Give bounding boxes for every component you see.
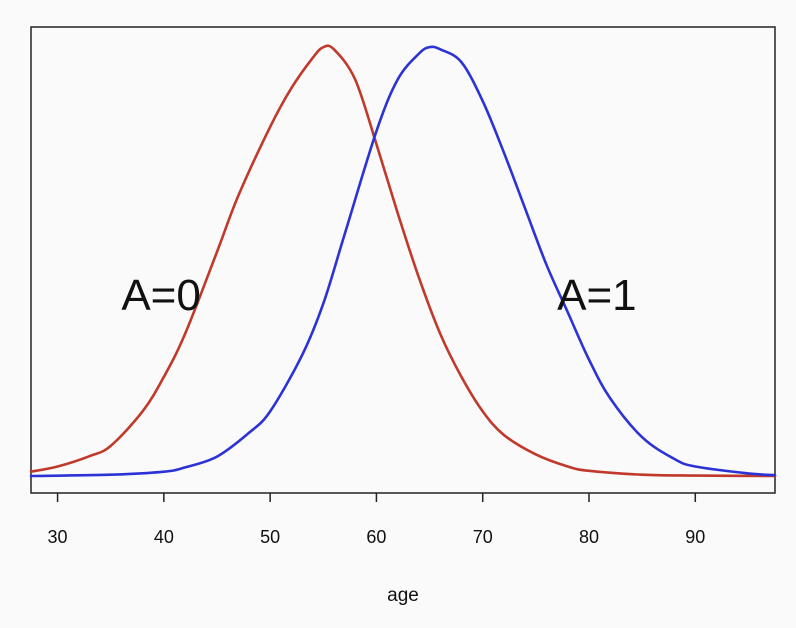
curve-label-a1: A=1 (557, 271, 637, 320)
curves (29, 44, 777, 478)
x-tick-label: 30 (48, 527, 68, 547)
x-tick-label: 90 (685, 527, 705, 547)
curve-labels: A=0 A=1 (121, 271, 636, 320)
series-line-a0 (29, 44, 777, 478)
x-axis-title: age (387, 585, 419, 606)
x-tick-label: 50 (260, 527, 280, 547)
x-axis: 30 40 50 60 70 80 90 (48, 493, 705, 547)
x-tick-label: 40 (154, 527, 174, 547)
curve-label-a0: A=0 (121, 271, 201, 320)
series-line-a1 (29, 45, 777, 478)
x-tick-label: 80 (579, 527, 599, 547)
x-tick-label: 70 (473, 527, 493, 547)
plot-frame (30, 26, 776, 494)
x-tick-label: 60 (366, 527, 386, 547)
